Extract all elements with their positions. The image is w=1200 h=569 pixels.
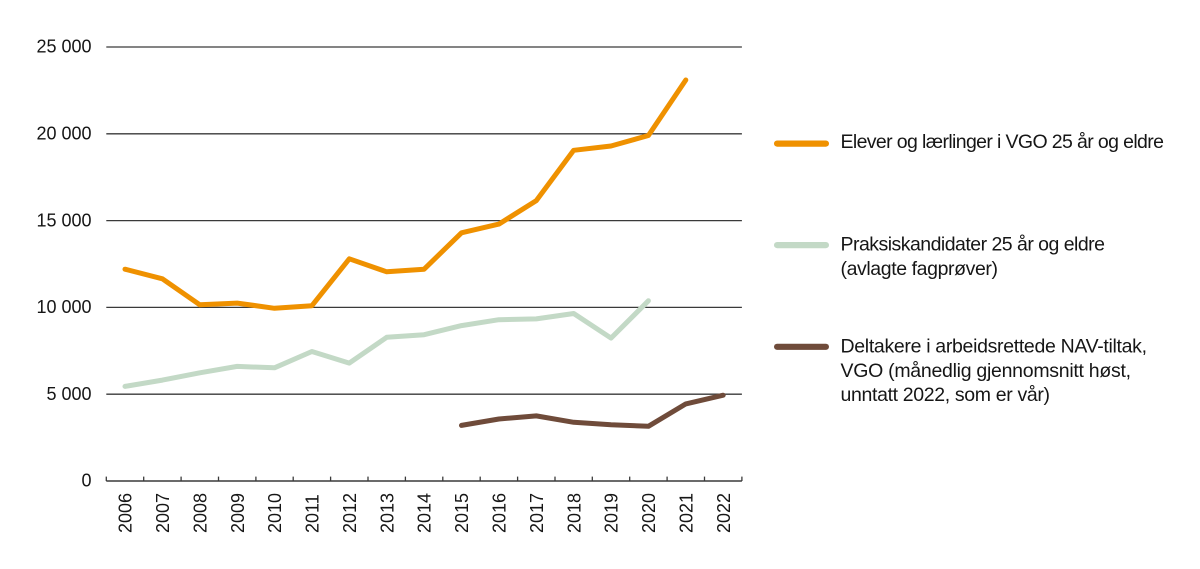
svg-text:2018: 2018 xyxy=(564,493,584,533)
svg-text:2021: 2021 xyxy=(676,493,696,533)
svg-text:2019: 2019 xyxy=(602,493,622,533)
svg-text:Praksiskandidater 25 år og eld: Praksiskandidater 25 år og eldre xyxy=(841,234,1106,256)
svg-text:2008: 2008 xyxy=(190,493,210,533)
svg-text:Deltakere i arbeidsrettede NAV: Deltakere i arbeidsrettede NAV-tiltak, xyxy=(841,336,1148,358)
svg-text:10 000: 10 000 xyxy=(36,297,91,317)
svg-text:2006: 2006 xyxy=(116,493,136,533)
svg-text:0: 0 xyxy=(81,471,91,491)
svg-text:2012: 2012 xyxy=(340,493,360,533)
svg-text:Elever og lærlinger i VGO 25 å: Elever og lærlinger i VGO 25 år og eldre xyxy=(841,131,1165,153)
svg-text:(avlagte fagprøver): (avlagte fagprøver) xyxy=(841,258,999,280)
svg-text:25 000: 25 000 xyxy=(36,37,91,57)
svg-text:2017: 2017 xyxy=(527,493,547,533)
svg-text:2022: 2022 xyxy=(714,493,734,533)
svg-text:2007: 2007 xyxy=(153,493,173,533)
svg-text:unntatt 2022, som er vår): unntatt 2022, som er vår) xyxy=(841,384,1051,406)
svg-text:2009: 2009 xyxy=(228,493,248,533)
svg-text:15 000: 15 000 xyxy=(36,210,91,230)
svg-text:2016: 2016 xyxy=(490,493,510,533)
svg-text:20 000: 20 000 xyxy=(36,124,91,144)
svg-text:2014: 2014 xyxy=(415,493,435,533)
svg-text:2010: 2010 xyxy=(265,493,285,533)
svg-text:2020: 2020 xyxy=(639,493,659,533)
svg-text:VGO (månedlig gjennomsnitt høs: VGO (månedlig gjennomsnitt høst, xyxy=(841,360,1132,382)
svg-text:2015: 2015 xyxy=(452,493,472,533)
svg-text:5 000: 5 000 xyxy=(46,384,91,404)
svg-text:2011: 2011 xyxy=(303,494,323,533)
svg-text:2013: 2013 xyxy=(377,493,397,533)
